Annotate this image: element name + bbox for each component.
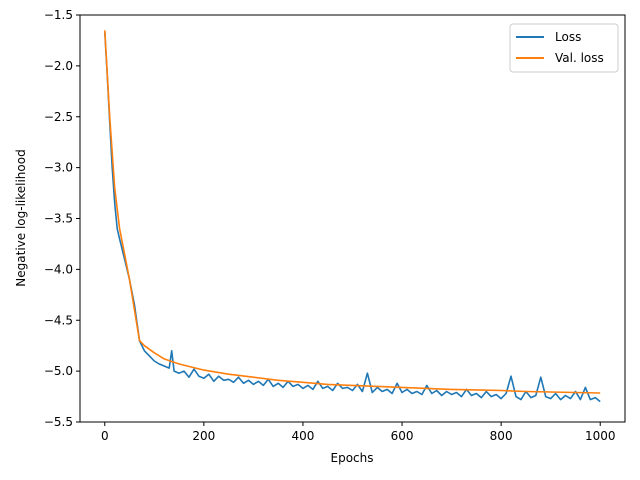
legend: Loss Val. loss — [509, 23, 619, 73]
y-tick-label: −4.5 — [44, 313, 73, 327]
plot-area — [104, 30, 601, 403]
x-tick-label: 1000 — [585, 429, 616, 443]
legend-label-loss: Loss — [555, 30, 581, 44]
x-tick-label: 200 — [192, 429, 215, 443]
plot-frame — [79, 14, 626, 423]
x-tick-label: 600 — [391, 429, 414, 443]
series-line-loss — [104, 32, 601, 403]
y-tick-label: −4.0 — [44, 262, 73, 276]
x-tick-label: 800 — [490, 429, 513, 443]
y-tick-label: −2.5 — [44, 110, 73, 124]
x-tick-label: 0 — [101, 429, 109, 443]
y-tick-label: −1.5 — [44, 8, 73, 22]
x-axis-ticks: 0 200 400 600 800 1000 — [101, 422, 616, 443]
x-tick-label: 400 — [292, 429, 315, 443]
y-tick-label: −3.5 — [44, 212, 73, 226]
series-line-val-loss — [104, 30, 601, 394]
y-tick-label: −3.0 — [44, 161, 73, 175]
y-axis-label: Negative log-likelihood — [14, 149, 28, 286]
y-tick-label: −5.0 — [44, 364, 73, 378]
x-axis-label: Epochs — [331, 451, 374, 465]
legend-label-val-loss: Val. loss — [555, 51, 604, 65]
y-tick-label: −5.5 — [44, 415, 73, 429]
y-tick-label: −2.0 — [44, 59, 73, 73]
y-axis-ticks: −1.5 −2.0 −2.5 −3.0 −3.5 −4.0 −4.5 −5.0 −5.5 — [44, 8, 80, 429]
